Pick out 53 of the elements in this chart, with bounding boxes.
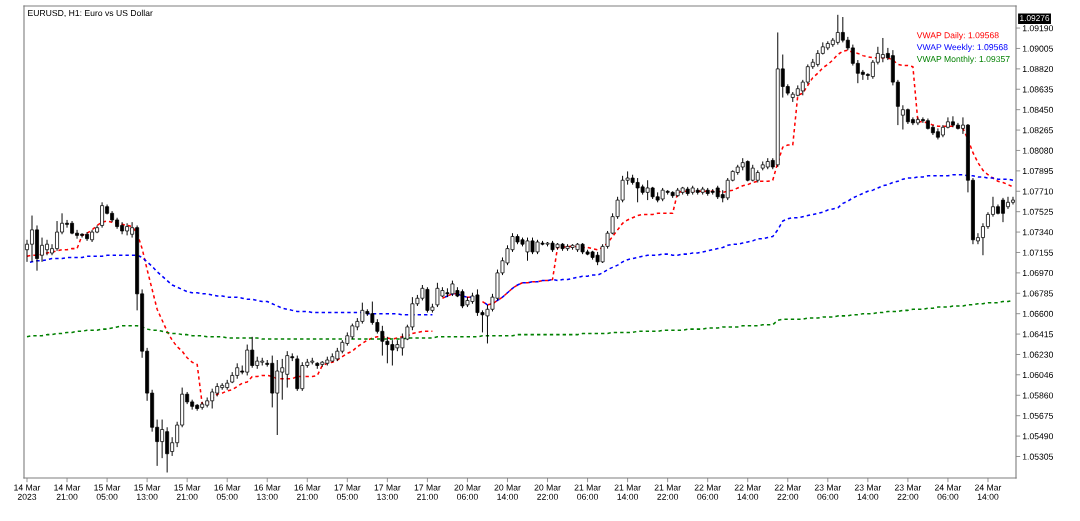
- candlestick: [100, 201, 105, 229]
- x-tick-label: 23 Mar 06:00: [814, 484, 842, 500]
- y-tick-label: 1.09005: [1022, 45, 1054, 52]
- x-tick-label: 14 Mar 2023: [14, 484, 41, 500]
- x-tick-label: 22 Mar 22:00: [774, 484, 802, 500]
- x-tick-label: 21 Mar 22:00: [654, 484, 681, 500]
- x-tick-label: 20 Mar 06:00: [454, 484, 481, 500]
- y-tick-label: 1.07155: [1022, 249, 1054, 256]
- x-tick-label: 16 Mar 21:00: [294, 484, 321, 500]
- y-tick-label: 1.06970: [1022, 269, 1054, 277]
- y-tick-label: 1.08080: [1022, 147, 1054, 154]
- x-tick-label: 16 Mar 05:00: [214, 484, 241, 500]
- x-tick-label: 21 Mar 14:00: [614, 484, 641, 500]
- y-tick-label: 1.08450: [1022, 106, 1054, 113]
- x-tick-label: 22 Mar 14:00: [734, 484, 761, 500]
- x-tick-label: 20 Mar 14:00: [494, 484, 521, 500]
- x-tick-label: 24 Mar 06:00: [934, 484, 962, 500]
- chart-title: EURUSD, H1: Euro vs US Dollar: [28, 9, 153, 18]
- y-tick-label: 1.08265: [1022, 127, 1054, 134]
- y-tick-label: 1.07525: [1022, 208, 1054, 215]
- y-tick-label: 1.06230: [1022, 351, 1054, 358]
- x-tick-label: 17 Mar 13:00: [374, 484, 401, 500]
- y-tick-label: 1.06785: [1022, 290, 1054, 297]
- y-tick-label: 1.06415: [1022, 331, 1054, 338]
- y-tick-label: 1.05675: [1022, 412, 1054, 419]
- x-tick-label: 21 Mar 06:00: [574, 484, 601, 500]
- x-tick-label: 14 Mar 21:00: [54, 484, 81, 500]
- text: VWAP Monthly: 1.09357: [916, 55, 1010, 64]
- y-tick-label: 1.05490: [1022, 433, 1054, 440]
- y-tick-label: 1.06600: [1022, 310, 1054, 317]
- x-tick-label: 15 Mar 21:00: [174, 484, 201, 500]
- text: 1.09276: [1020, 15, 1050, 21]
- text: VWAP Weekly: 1.09568: [916, 43, 1008, 52]
- y-tick-label: 1.07710: [1022, 188, 1054, 195]
- x-tick-label: 22 Mar 06:00: [694, 484, 721, 500]
- y-tick-label: 1.05860: [1022, 392, 1054, 399]
- y-tick-label: 1.05305: [1022, 453, 1054, 460]
- x-tick-label: 15 Mar 05:00: [94, 484, 121, 500]
- x-tick-label: 23 Mar 22:00: [894, 484, 922, 500]
- y-tick-label: 1.06046: [1022, 371, 1053, 378]
- y-tick-label: 1.07340: [1022, 229, 1054, 236]
- x-tick-label: 15 Mar 13:00: [134, 484, 161, 500]
- x-tick-label: 20 Mar 22:00: [534, 484, 561, 500]
- x-tick-label: 17 Mar 21:00: [414, 484, 441, 500]
- x-tick-label: 16 Mar 13:00: [254, 484, 281, 500]
- y-tick-label: 1.09190: [1022, 25, 1054, 32]
- y-tick-label: 1.07895: [1022, 167, 1054, 175]
- y-tick-label: 1.08820: [1022, 65, 1054, 73]
- text: VWAP Daily: 1.09568: [916, 31, 999, 40]
- x-tick-label: 24 Mar 14:00: [975, 484, 1002, 500]
- x-tick-label: 23 Mar 14:00: [854, 484, 882, 500]
- y-tick-label: 1.08635: [1022, 86, 1054, 93]
- x-tick-label: 17 Mar 05:00: [334, 484, 361, 500]
